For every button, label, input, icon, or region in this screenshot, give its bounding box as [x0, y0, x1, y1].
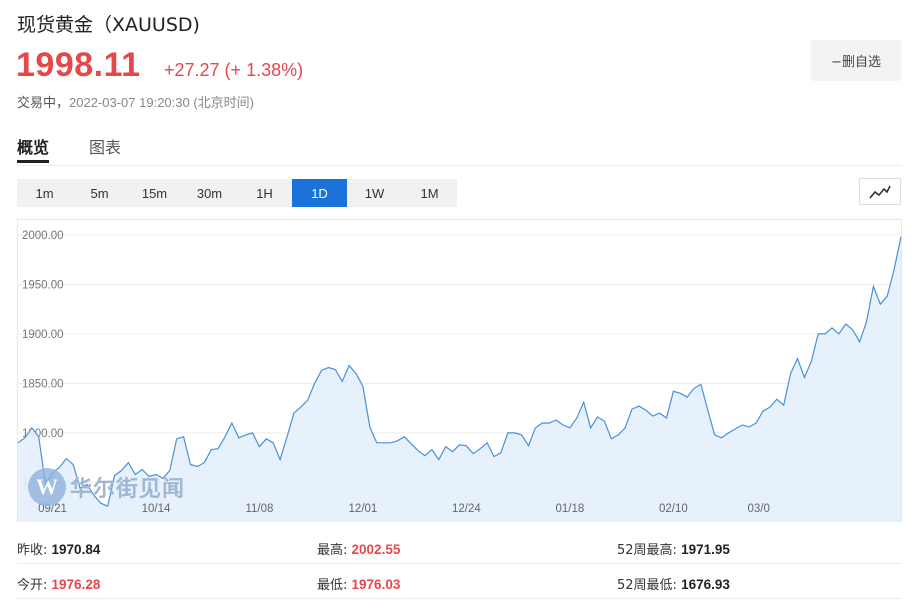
stat-low: 最低: 1976.03	[317, 574, 400, 593]
trade-timestamp: 2022-03-07 19:20:30 (北京时间)	[69, 95, 254, 110]
stat-52w-high: 52周最高: 1971.95	[617, 539, 730, 558]
time-range-selector: 1m 5m 15m 30m 1H 1D 1W 1M	[17, 179, 457, 207]
x-tick-label: 03/0	[748, 503, 770, 515]
stat-open-value: 1976.28	[51, 577, 101, 592]
range-15m-button[interactable]: 15m	[141, 185, 168, 201]
watermark-logo-icon: W	[28, 468, 66, 506]
y-tick-label: 2000.00	[22, 230, 64, 242]
x-tick-label: 01/18	[555, 503, 584, 515]
stat-low-value: 1976.03	[351, 577, 401, 592]
stat-52w-low-label: 52周最低:	[617, 578, 677, 593]
watermark: W 华尔街见闻	[28, 468, 185, 506]
tab-overview[interactable]: 概览	[17, 138, 50, 157]
x-tick-label: 12/24	[452, 503, 481, 515]
x-tick-label: 11/08	[245, 503, 273, 515]
stat-52w-low: 52周最低: 1676.93	[617, 574, 730, 593]
range-1h-button[interactable]: 1H	[256, 185, 273, 201]
active-tab-indicator	[17, 160, 49, 163]
stat-high: 最高: 2002.55	[317, 539, 400, 558]
instrument-title: 现货黄金（XAUUSD)	[17, 14, 200, 36]
chart-type-button[interactable]	[859, 178, 901, 205]
stat-open: 今开: 1976.28	[17, 574, 100, 593]
range-30m-button[interactable]: 30m	[196, 185, 223, 201]
price-chart: 1750.001800.001850.001900.001950.002000.…	[17, 219, 902, 523]
range-1w-button[interactable]: 1W	[364, 185, 385, 201]
y-tick-label: 1950.00	[22, 279, 64, 291]
range-1d-button[interactable]: 1D	[292, 179, 347, 207]
stat-low-label: 最低:	[317, 578, 348, 593]
stat-52w-low-value: 1676.93	[681, 577, 730, 592]
x-tick-label: 02/10	[659, 503, 688, 515]
watermark-brand: 华尔街见闻	[70, 476, 186, 502]
stat-prev-close-value: 1970.84	[51, 542, 101, 557]
status-label: 交易中，	[17, 96, 70, 111]
y-tick-label: 1850.00	[22, 378, 64, 390]
y-tick-label: 1900.00	[22, 329, 64, 341]
x-tick-label: 12/01	[349, 503, 378, 515]
tab-chart[interactable]: 图表	[89, 138, 122, 157]
range-1m-button[interactable]: 1m	[35, 185, 54, 201]
stats-divider	[17, 563, 902, 564]
trading-status: 交易中，2022-03-07 19:20:30 (北京时间)	[17, 92, 254, 111]
tab-divider	[17, 165, 902, 166]
stat-high-value: 2002.55	[351, 542, 401, 557]
remove-watchlist-button[interactable]: −删自选	[811, 40, 901, 81]
price-change: +27.27 (+ 1.38%)	[164, 60, 304, 80]
price-line	[17, 236, 902, 508]
line-chart-icon	[869, 185, 891, 199]
stat-prev-close-label: 昨收:	[17, 543, 48, 558]
current-price: 1998.11	[16, 46, 141, 84]
x-tick-label: 10/14	[142, 503, 171, 515]
x-tick-label: 09/21	[38, 503, 67, 515]
stats-divider-bottom	[17, 598, 902, 599]
range-5m-button[interactable]: 5m	[90, 185, 109, 201]
stat-52w-high-label: 52周最高:	[617, 543, 677, 558]
range-1mo-button[interactable]: 1M	[420, 185, 439, 201]
stat-open-label: 今开:	[17, 578, 48, 593]
price-chart-svg: 1750.001800.001850.001900.001950.002000.…	[17, 219, 902, 523]
stat-high-label: 最高:	[317, 543, 348, 558]
price-area	[18, 236, 901, 523]
stat-52w-high-value: 1971.95	[681, 542, 730, 557]
stat-prev-close: 昨收: 1970.84	[17, 539, 100, 558]
